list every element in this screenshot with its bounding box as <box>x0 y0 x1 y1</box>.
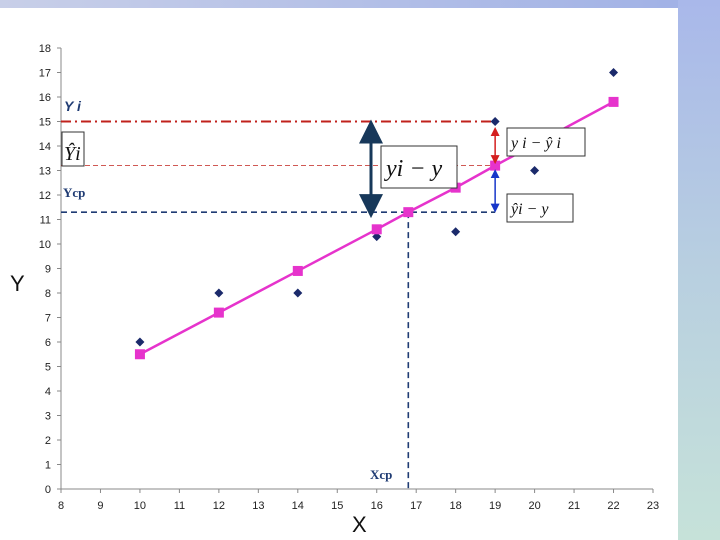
regression-point <box>213 307 224 318</box>
total-deviation-box: yi − y <box>380 145 458 189</box>
y-tick-label: 0 <box>45 484 51 496</box>
x-axis-title: X <box>352 512 367 537</box>
x-tick-label: 23 <box>647 500 659 512</box>
x-tick-label: 13 <box>252 500 264 512</box>
xcp-label: Xcp <box>370 467 392 482</box>
y-tick-label: 15 <box>39 117 51 129</box>
x-tick-label: 20 <box>528 500 540 512</box>
y-tick-label: 7 <box>45 313 51 325</box>
y-tick-label: 2 <box>45 435 51 447</box>
x-tick-label: 19 <box>489 500 501 512</box>
top-decorative-band <box>0 0 720 8</box>
x-tick-label: 10 <box>134 500 146 512</box>
observed-point <box>490 117 500 126</box>
regression-line <box>139 100 615 356</box>
observed-point <box>609 68 619 77</box>
total-deviation-box-text: yi − y <box>384 156 443 182</box>
y-tick-label: 18 <box>39 43 51 55</box>
y-tick-label: 1 <box>45 460 51 472</box>
x-tick-label: 18 <box>450 500 462 512</box>
y-tick-label: 8 <box>45 288 51 300</box>
ycp-label: Ycp <box>63 185 85 200</box>
regression-point <box>371 224 382 235</box>
y-tick-label: 10 <box>39 239 51 251</box>
explained-box: ŷi − y <box>506 193 574 223</box>
y-tick-label: 6 <box>45 337 51 349</box>
y-tick-label: 9 <box>45 264 51 276</box>
y-tick-label: 5 <box>45 362 51 374</box>
regression-point <box>608 96 619 107</box>
x-tick-label: 8 <box>58 500 64 512</box>
regression-point <box>490 160 501 171</box>
x-tick-label: 22 <box>607 500 619 512</box>
yhat-i-box: Ŷi <box>61 131 85 167</box>
regression-point <box>403 207 414 218</box>
y-axis-title: Y <box>10 271 25 296</box>
right-decorative-band <box>678 0 720 540</box>
regression-point <box>292 265 303 276</box>
observed-point <box>451 227 461 237</box>
y-tick-label: 14 <box>39 141 51 153</box>
explained-box-text: ŷi − y <box>509 201 549 218</box>
observed-point <box>530 166 540 175</box>
observed-point <box>214 288 224 298</box>
yi-label: Y i <box>64 98 82 114</box>
y-tick-label: 3 <box>45 411 51 423</box>
x-tick-label: 15 <box>331 500 343 512</box>
yhat-i-box-text: Ŷi <box>64 142 81 165</box>
regression-point <box>134 349 145 360</box>
observed-point <box>135 337 145 347</box>
y-tick-label: 16 <box>39 92 51 104</box>
y-tick-label: 13 <box>39 166 51 178</box>
y-tick-label: 4 <box>45 386 51 398</box>
observed-point <box>372 232 382 242</box>
y-tick-label: 11 <box>40 215 51 227</box>
x-tick-label: 12 <box>213 500 225 512</box>
y-tick-label: 12 <box>39 190 51 202</box>
x-tick-label: 9 <box>97 500 103 512</box>
x-tick-label: 16 <box>371 500 383 512</box>
observed-point <box>293 288 303 298</box>
x-tick-label: 11 <box>174 500 185 512</box>
x-tick-label: 21 <box>568 500 580 512</box>
x-tick-label: 17 <box>410 500 422 512</box>
residual-box-text: y i − ŷ i <box>509 135 561 152</box>
x-tick-label: 14 <box>292 500 304 512</box>
y-tick-label: 17 <box>39 68 51 80</box>
residual-box: y i − ŷ i <box>506 127 586 157</box>
